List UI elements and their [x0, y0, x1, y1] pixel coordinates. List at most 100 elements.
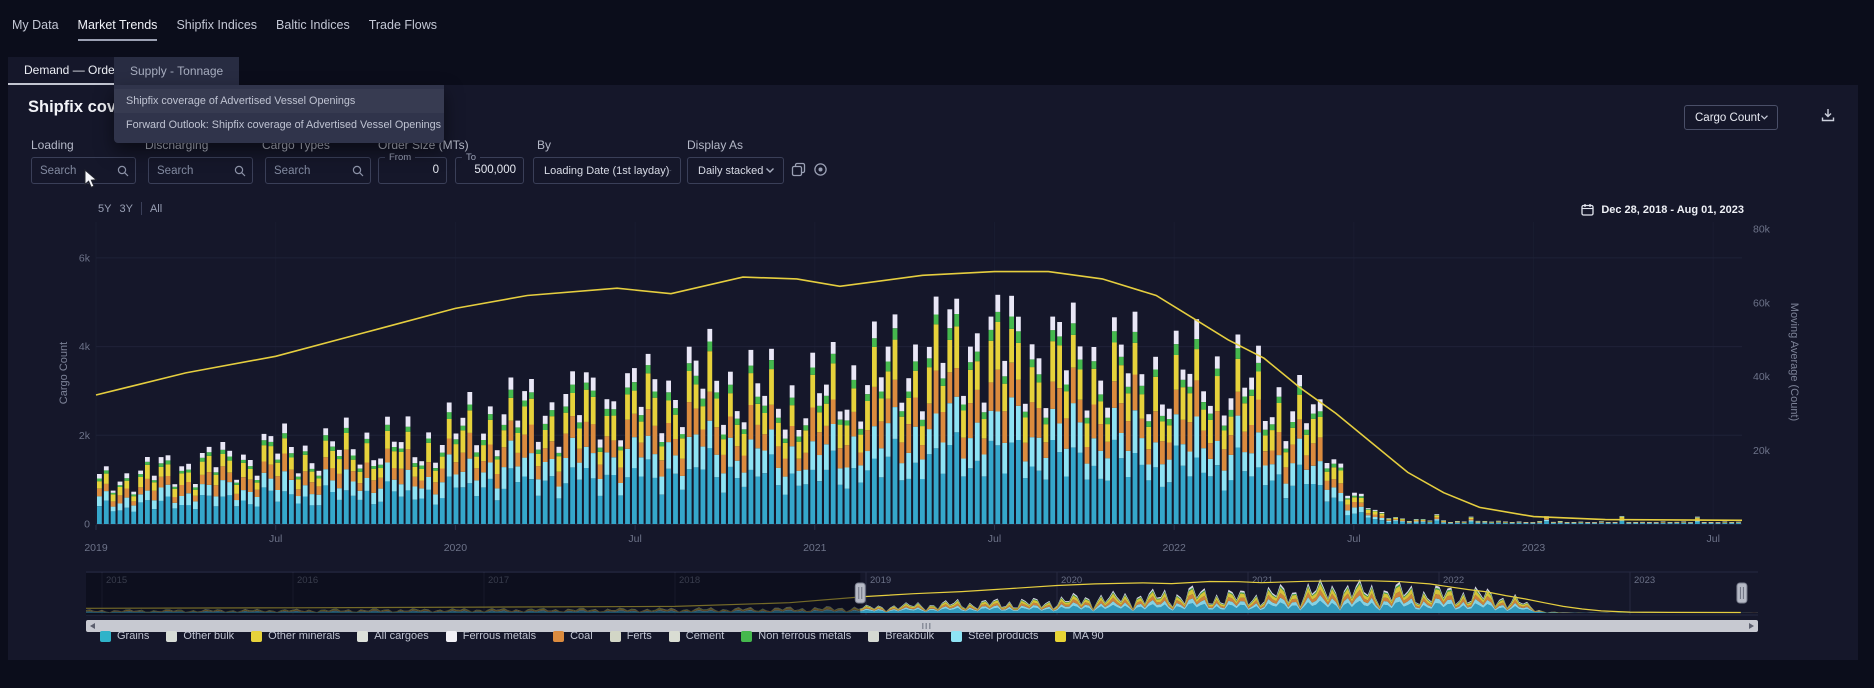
svg-text:2021: 2021 [803, 542, 827, 554]
svg-text:2023: 2023 [1634, 575, 1655, 586]
svg-text:2022: 2022 [1162, 542, 1186, 554]
moving-average-line [96, 272, 1742, 521]
cargo-types-search-input[interactable] [266, 165, 352, 177]
copy-icon [790, 161, 807, 178]
by-select-value: Loading Date (1st layday) [544, 165, 669, 177]
nav-market-trends[interactable]: Market Trends [78, 18, 158, 41]
chevron-down-icon [765, 167, 775, 174]
nav-shipfix-indices[interactable]: Shipfix Indices [176, 18, 257, 41]
navigator-right-handle[interactable] [1737, 583, 1747, 603]
legend-item-ma-90[interactable]: MA 90 [1055, 630, 1103, 642]
legend-item-other-minerals[interactable]: Other minerals [251, 630, 340, 642]
to-label: To [462, 152, 480, 163]
legend-label: Non ferrous metals [758, 630, 851, 642]
menu-item-shipfix-coverage[interactable]: Shipfix coverage of Advertised Vessel Op… [114, 89, 444, 113]
date-range-picker[interactable]: Dec 28, 2018 - Aug 01, 2023 [1581, 203, 1744, 216]
scrollbar-right-arrow[interactable] [1745, 620, 1758, 632]
legend-label: All cargoes [374, 630, 428, 642]
legend-item-steel-products[interactable]: Steel products [951, 630, 1038, 642]
navigator-mask [86, 573, 860, 615]
loading-search-field [31, 157, 136, 184]
chevron-down-icon [1760, 114, 1769, 121]
legend-swatch-icon [868, 631, 879, 642]
date-range-text: Dec 28, 2018 - Aug 01, 2023 [1601, 204, 1744, 216]
nav-baltic-indices[interactable]: Baltic Indices [276, 18, 350, 41]
tab-supply-tonnage[interactable]: Supply - Tonnage [114, 57, 239, 85]
search-icon [117, 165, 129, 177]
download-icon [1820, 107, 1836, 123]
metric-select[interactable]: Cargo Count [1684, 105, 1778, 130]
calendar-icon [1581, 203, 1594, 216]
range-5y-button[interactable]: 5Y [98, 203, 111, 215]
svg-text:2021: 2021 [1252, 575, 1273, 586]
legend-label: Ferts [627, 630, 652, 642]
svg-text:40k: 40k [1753, 371, 1771, 383]
svg-text:Jul: Jul [988, 533, 1001, 545]
download-button[interactable] [1820, 107, 1838, 125]
legend-label: Other bulk [183, 630, 234, 642]
legend-label: Other minerals [268, 630, 340, 642]
legend-label: Coal [570, 630, 593, 642]
legend-item-all-cargoes[interactable]: All cargoes [357, 630, 428, 642]
focus-chart-button[interactable] [812, 161, 830, 179]
legend-item-breakbulk[interactable]: Breakbulk [868, 630, 934, 642]
legend-swatch-icon [553, 631, 564, 642]
metric-select-value: Cargo Count [1695, 112, 1760, 124]
tab-demand-orders-label: Demand — Orders [24, 63, 125, 77]
order-size-to-field[interactable]: To 500,000 [455, 157, 524, 184]
display-as-select-value: Daily stacked [698, 165, 763, 177]
by-select[interactable]: Loading Date (1st layday) [533, 157, 681, 184]
chart-legend: Grains Other bulk Other minerals All cargoe… [100, 630, 1104, 642]
loading-label: Loading [31, 138, 74, 152]
range-3y-button[interactable]: 3Y [119, 203, 132, 215]
legend-item-other-bulk[interactable]: Other bulk [166, 630, 234, 642]
chevron-down-icon [669, 167, 672, 174]
legend-item-ferrous-metals[interactable]: Ferrous metals [446, 630, 536, 642]
display-as-select[interactable]: Daily stacked [687, 157, 784, 184]
legend-swatch-icon [610, 631, 621, 642]
menu-item-forward-outlook[interactable]: Forward Outlook: Shipfix coverage of Adv… [114, 113, 444, 137]
legend-label: Cement [686, 630, 725, 642]
triangle-left-icon [90, 623, 95, 629]
loading-search-input[interactable] [32, 165, 117, 177]
svg-text:60k: 60k [1753, 297, 1771, 309]
legend-item-cement[interactable]: Cement [669, 630, 725, 642]
legend-item-coal[interactable]: Coal [553, 630, 593, 642]
navigator-left-handle[interactable] [855, 583, 865, 603]
legend-item-ferts[interactable]: Ferts [610, 630, 652, 642]
to-value: 500,000 [474, 164, 516, 176]
scrollbar-grip-icon [922, 623, 931, 629]
from-label: From [385, 152, 415, 163]
svg-text:2023: 2023 [1522, 542, 1546, 554]
legend-swatch-icon [741, 631, 752, 642]
range-all-button[interactable]: All [150, 203, 162, 215]
legend-item-grains[interactable]: Grains [100, 630, 149, 642]
svg-text:4k: 4k [79, 341, 91, 353]
svg-text:20k: 20k [1753, 445, 1771, 457]
order-size-from-field[interactable]: From 0 [378, 157, 447, 184]
legend-label: Grains [117, 630, 149, 642]
scrollbar-left-arrow[interactable] [86, 620, 99, 632]
by-label: By [537, 138, 551, 152]
left-axis-title: Cargo Count [58, 342, 70, 404]
svg-text:0: 0 [84, 519, 90, 531]
top-navigation: My Data Market Trends Shipfix Indices Ba… [12, 18, 437, 41]
nav-my-data[interactable]: My Data [12, 18, 59, 41]
range-divider [141, 202, 142, 215]
search-icon [234, 165, 246, 177]
svg-text:2019: 2019 [870, 575, 891, 586]
range-buttons: 5Y 3Y All [98, 202, 162, 215]
nav-trade-flows[interactable]: Trade Flows [369, 18, 437, 41]
display-as-label: Display As [687, 138, 743, 152]
copy-chart-button[interactable] [790, 161, 808, 179]
target-icon [812, 161, 829, 178]
svg-text:6k: 6k [79, 252, 91, 264]
discharging-search-input[interactable] [149, 165, 234, 177]
legend-swatch-icon [951, 631, 962, 642]
triangle-right-icon [1749, 623, 1754, 629]
legend-swatch-icon [100, 631, 111, 642]
svg-text:2019: 2019 [84, 542, 108, 554]
legend-item-non-ferrous-metals[interactable]: Non ferrous metals [741, 630, 851, 642]
tab-supply-tonnage-label: Supply - Tonnage [130, 64, 223, 78]
search-icon [352, 165, 364, 177]
